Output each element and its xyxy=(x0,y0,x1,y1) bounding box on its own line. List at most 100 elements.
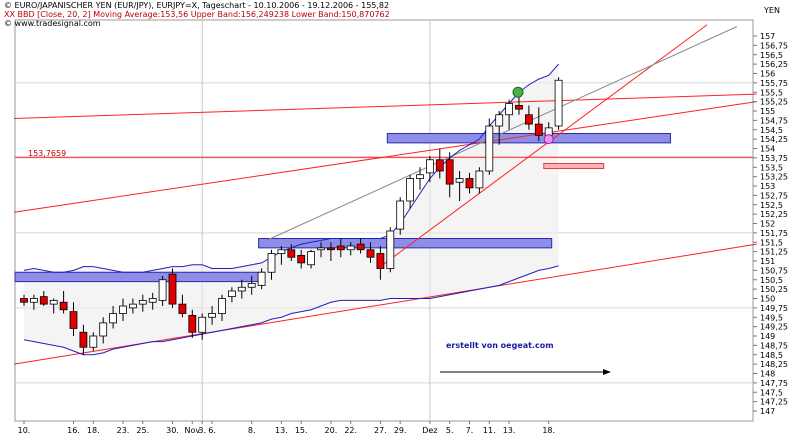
candle xyxy=(406,174,415,209)
x-tick-label: Nov xyxy=(184,426,200,435)
candle xyxy=(317,242,325,258)
x-tick-label: 11. xyxy=(483,426,496,435)
candle xyxy=(435,148,444,179)
y-tick-label: 156,25 xyxy=(760,60,788,69)
candle-body xyxy=(534,123,543,136)
candle xyxy=(20,294,28,306)
candle-body xyxy=(99,322,108,337)
candle xyxy=(297,249,306,269)
candle-body xyxy=(227,290,236,298)
candle-body xyxy=(495,114,504,127)
candle-body xyxy=(20,298,28,303)
candle-body xyxy=(435,159,444,172)
y-tick-label: 148,25 xyxy=(760,360,788,369)
candle-body xyxy=(257,271,266,286)
candle-body xyxy=(69,311,78,329)
candle-body xyxy=(148,298,157,303)
candle xyxy=(455,171,464,201)
candle xyxy=(366,242,375,263)
candle xyxy=(49,298,58,314)
y-tick-label: 153,25 xyxy=(760,173,788,182)
candle xyxy=(178,294,187,318)
candle xyxy=(396,197,405,235)
candle-body xyxy=(208,313,217,318)
candle xyxy=(445,152,454,198)
y-tick-label: 153,5 xyxy=(760,163,783,172)
y-tick-label: 152,75 xyxy=(760,191,788,200)
candle-body xyxy=(247,283,256,288)
candle xyxy=(128,298,137,314)
y-tick-label: 147 xyxy=(760,407,775,416)
x-tick-label: 23. xyxy=(117,426,130,435)
candle-body xyxy=(128,303,137,309)
candle-body xyxy=(386,230,395,269)
candle-body xyxy=(49,299,58,305)
arrow xyxy=(440,369,611,375)
candle xyxy=(89,332,98,351)
candle-body xyxy=(59,301,68,311)
x-tick-label: 7. xyxy=(466,426,474,435)
y-tick-label: 155 xyxy=(760,107,775,116)
candle xyxy=(376,246,385,280)
candle xyxy=(346,242,355,256)
annotation-text: erstellt von oegeat.com xyxy=(446,341,554,350)
y-tick-label: 154,75 xyxy=(760,116,788,125)
candle-body xyxy=(188,314,197,333)
y-tick-label: 149,25 xyxy=(760,323,788,332)
candle-body xyxy=(178,303,187,314)
candle-body xyxy=(455,178,464,183)
candle xyxy=(158,276,167,306)
candle-body xyxy=(346,245,355,251)
candle xyxy=(59,291,68,314)
x-tick-label: 15. xyxy=(295,426,308,435)
x-tick-label: 20. xyxy=(325,426,338,435)
x-tick-label: 10. xyxy=(18,426,31,435)
candle-body xyxy=(465,178,474,189)
band-lower-line xyxy=(23,265,559,356)
candle xyxy=(326,242,335,261)
candle-body xyxy=(396,200,405,230)
candle xyxy=(386,227,395,273)
candle xyxy=(79,324,88,355)
candle xyxy=(227,287,236,303)
candle xyxy=(148,292,157,310)
candle-body xyxy=(297,254,306,264)
candle xyxy=(218,294,226,321)
candle xyxy=(198,313,207,340)
x-tick-label: 13. xyxy=(275,426,288,435)
y-tick-label: 157 xyxy=(760,32,775,41)
candle xyxy=(168,268,177,308)
candles xyxy=(20,77,563,355)
y-tick-label: 150 xyxy=(760,295,775,304)
candle-body xyxy=(317,247,325,251)
y-tick-label: 147,25 xyxy=(760,398,788,407)
candle-body xyxy=(287,249,296,258)
y-tick-label: 153 xyxy=(760,182,775,191)
y-tick-label: 154 xyxy=(760,145,775,154)
x-tick-label: 3. xyxy=(198,426,206,435)
y-tick-label: 156 xyxy=(760,70,775,79)
candle-body xyxy=(109,313,117,324)
candle xyxy=(416,167,424,190)
y-tick-label: 148,5 xyxy=(760,351,783,360)
x-tick-label: 6. xyxy=(208,426,216,435)
candle-body xyxy=(554,79,563,127)
candle-body xyxy=(138,299,147,305)
x-tick-label: 18. xyxy=(542,426,555,435)
candle xyxy=(287,244,296,261)
chart-title: © EURO/JAPANISCHER YEN (EUR/JPY), EURJPY… xyxy=(4,1,390,10)
y-tick-label: 155,75 xyxy=(760,79,788,88)
y-tick-label: 147,75 xyxy=(760,379,788,388)
candle-body xyxy=(475,170,484,189)
x-tick-label: 5. xyxy=(446,426,454,435)
x-tick-label: Dez xyxy=(422,426,437,435)
candle xyxy=(505,99,514,130)
candle-body xyxy=(218,298,226,314)
green-marker xyxy=(512,86,524,98)
candle xyxy=(237,279,246,299)
candle-body xyxy=(158,279,167,301)
y-tick-label: 152 xyxy=(760,220,775,229)
candle xyxy=(69,302,78,336)
y-tick-label: 148,75 xyxy=(760,341,788,350)
candle xyxy=(554,77,563,130)
